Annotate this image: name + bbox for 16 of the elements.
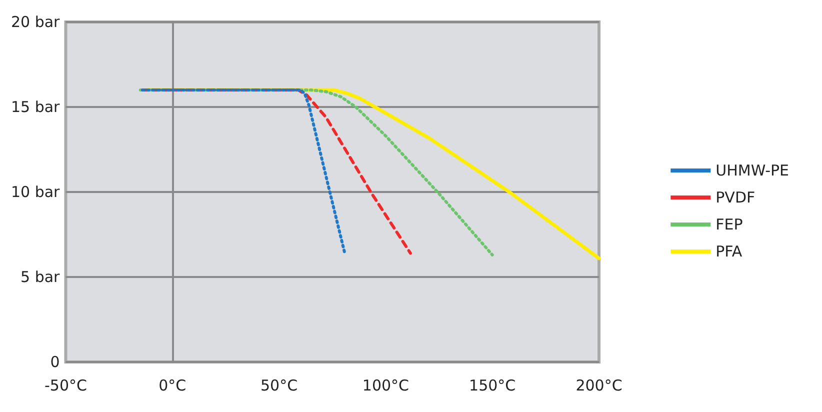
legend-label: PVDF [716,188,756,206]
y-tick-label: 15 bar [10,98,61,116]
x-tick-label: 50°C [260,376,298,394]
y-tick-label: 5 bar [20,268,61,286]
x-tick-label: 0°C [158,376,186,394]
x-tick-label: -50°C [44,376,87,394]
legend-label: FEP [716,216,743,234]
y-tick-label: 20 bar [10,13,61,31]
legend-label: PFA [716,242,743,260]
x-tick-label: 150°C [469,376,516,394]
x-tick-label: 100°C [362,376,409,394]
y-tick-label: 0 [50,353,60,371]
legend-label: UHMW-PE [716,162,789,180]
y-tick-label: 10 bar [10,183,61,201]
line-series [138,88,494,256]
x-tick-label: 200°C [576,376,622,394]
